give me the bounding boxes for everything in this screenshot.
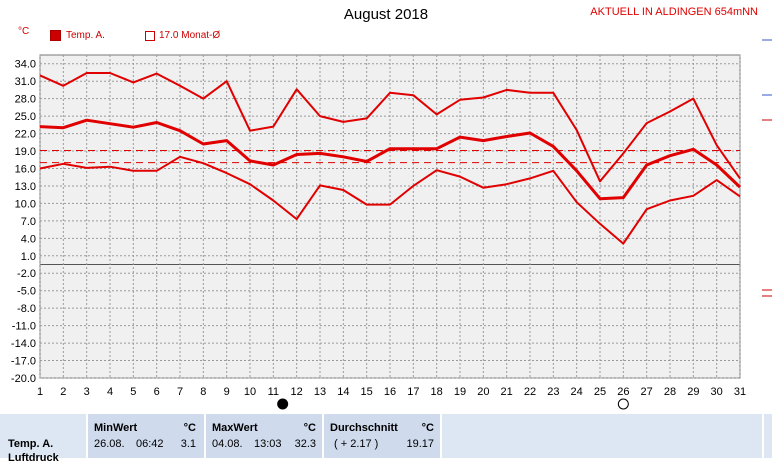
- x-tick-label: 15: [361, 386, 373, 398]
- x-tick-label: 18: [431, 386, 443, 398]
- x-tick-label: 22: [524, 386, 536, 398]
- temperature-chart: 34.031.028.025.022.019.016.013.010.07.04…: [11, 39, 772, 410]
- x-tick-label: 20: [477, 386, 489, 398]
- series-group: [39, 72, 742, 245]
- legend-swatch-empty: [145, 30, 155, 41]
- x-tick-label: 30: [711, 386, 723, 398]
- x-tick-label: 31: [734, 386, 746, 398]
- x-axis-labels: 1 2 3 4 5 6 7 8 9 10 11 12 13 14 15 16 17 18 19 20 21 22 23 24 2…: [37, 386, 746, 398]
- y-tick-label: 4.0: [21, 233, 36, 245]
- legend-label-temp: Temp. A.: [66, 30, 105, 41]
- stats-max-cell: MaxWert °C 04.08. 13:03 32.3: [206, 414, 324, 458]
- min-header: MinWert: [94, 422, 138, 434]
- y-tick-label: 10.0: [15, 198, 36, 210]
- moon-markers: [277, 398, 629, 410]
- series-line-max: [39, 72, 741, 183]
- min-value: 3.1: [180, 438, 196, 450]
- max-header: MaxWert: [212, 422, 258, 434]
- x-tick-label: 11: [268, 386, 279, 398]
- x-tick-label: 17: [407, 386, 419, 398]
- chart-title: August 2018: [343, 6, 429, 23]
- x-tick-label: 8: [200, 386, 206, 398]
- x-tick-label: 25: [594, 386, 606, 398]
- stats-empty-cell: [442, 414, 764, 458]
- stats-min-cell: MinWert °C 26.08. 06:42 3.1: [88, 414, 206, 458]
- x-tick-label: 3: [84, 386, 90, 398]
- y-tick-label: 13.0: [15, 181, 36, 193]
- x-tick-label: 19: [454, 386, 466, 398]
- avg-delta: ( + 2.17 ): [334, 438, 379, 450]
- y-tick-label: 34.0: [15, 59, 36, 71]
- x-tick-label: 21: [501, 386, 513, 398]
- legend-item-average: 17.0 Monat-Ø: [145, 30, 220, 41]
- max-unit: °C: [303, 422, 316, 434]
- y-tick-label: -20.0: [11, 373, 36, 385]
- y-tick-label: 28.0: [15, 94, 36, 106]
- stats-table: Temp. A. Luftdruck MinWert °C 26.08. 06:…: [0, 414, 772, 464]
- unit-label: °C: [18, 26, 30, 37]
- location-subtitle: AKTUELL IN ALDINGEN 654mNN: [590, 6, 758, 18]
- y-tick-label: 7.0: [21, 216, 36, 228]
- avg-unit: °C: [421, 422, 434, 434]
- stats-avg-cell: Durchschnitt °C ( + 2.17 ) 19.17: [324, 414, 442, 458]
- y-tick-label: 16.0: [15, 163, 36, 175]
- x-tick-label: 28: [664, 386, 676, 398]
- x-tick-label: 1: [37, 386, 43, 398]
- min-unit: °C: [183, 422, 196, 434]
- right-edge-decor: [762, 39, 772, 297]
- y-tick-label: -11.0: [12, 321, 36, 333]
- series-line-mean: [39, 118, 742, 201]
- x-tick-label: 27: [641, 386, 653, 398]
- series-line-min: [39, 155, 741, 245]
- reference-lines: [40, 149, 740, 164]
- max-date: 04.08.: [212, 438, 243, 450]
- stats-row-label: Temp. A.: [8, 438, 54, 450]
- y-tick-label: -8.0: [17, 303, 36, 315]
- x-tick-label: 12: [291, 386, 303, 398]
- x-tick-label: 5: [130, 386, 136, 398]
- y-axis-labels: 34.0 31.0 28.0 25.0 22.0 19.0 16.0 13.0 10.0 7.0 4…: [11, 59, 36, 385]
- avg-header: Durchschnitt: [330, 422, 398, 434]
- min-date: 26.08.: [94, 438, 125, 450]
- y-tick-label: 19.0: [15, 146, 36, 158]
- full-moon-marker: [617, 398, 629, 410]
- y-tick-label: 31.0: [15, 76, 36, 88]
- min-time: 06:42: [136, 438, 164, 450]
- x-tick-label: 6: [154, 386, 160, 398]
- x-tick-label: 2: [60, 386, 66, 398]
- y-tick-label: -5.0: [17, 286, 36, 298]
- x-tick-label: 23: [547, 386, 559, 398]
- y-tick-label: -17.0: [11, 356, 36, 368]
- max-value: 32.3: [294, 438, 316, 450]
- stats-row-label-cell: Temp. A. Luftdruck: [0, 414, 88, 464]
- y-tick-label: 25.0: [15, 111, 36, 123]
- new-moon-marker: [277, 398, 289, 410]
- x-tick-label: 16: [384, 386, 396, 398]
- y-tick-label: 1.0: [21, 251, 36, 263]
- y-tick-label: -2.0: [17, 268, 36, 280]
- x-tick-label: 29: [687, 386, 699, 398]
- stats-next-row-label: Luftdruck: [8, 452, 59, 464]
- legend-swatch-filled: [50, 30, 61, 41]
- x-tick-label: 4: [107, 386, 113, 398]
- x-tick-label: 10: [244, 386, 256, 398]
- y-tick-label: -14.0: [11, 338, 36, 350]
- max-time: 13:03: [254, 438, 282, 450]
- x-tick-label: 13: [314, 386, 326, 398]
- x-tick-label: 7: [177, 386, 183, 398]
- x-tick-label: 26: [617, 386, 629, 398]
- avg-value: 19.17: [406, 438, 434, 450]
- legend-item-temp: Temp. A.: [50, 30, 105, 41]
- x-tick-label: 14: [337, 386, 349, 398]
- y-tick-label: 22.0: [15, 129, 36, 141]
- x-tick-label: 24: [571, 386, 583, 398]
- x-tick-label: 9: [224, 386, 230, 398]
- legend-label-average: 17.0 Monat-Ø: [159, 30, 221, 41]
